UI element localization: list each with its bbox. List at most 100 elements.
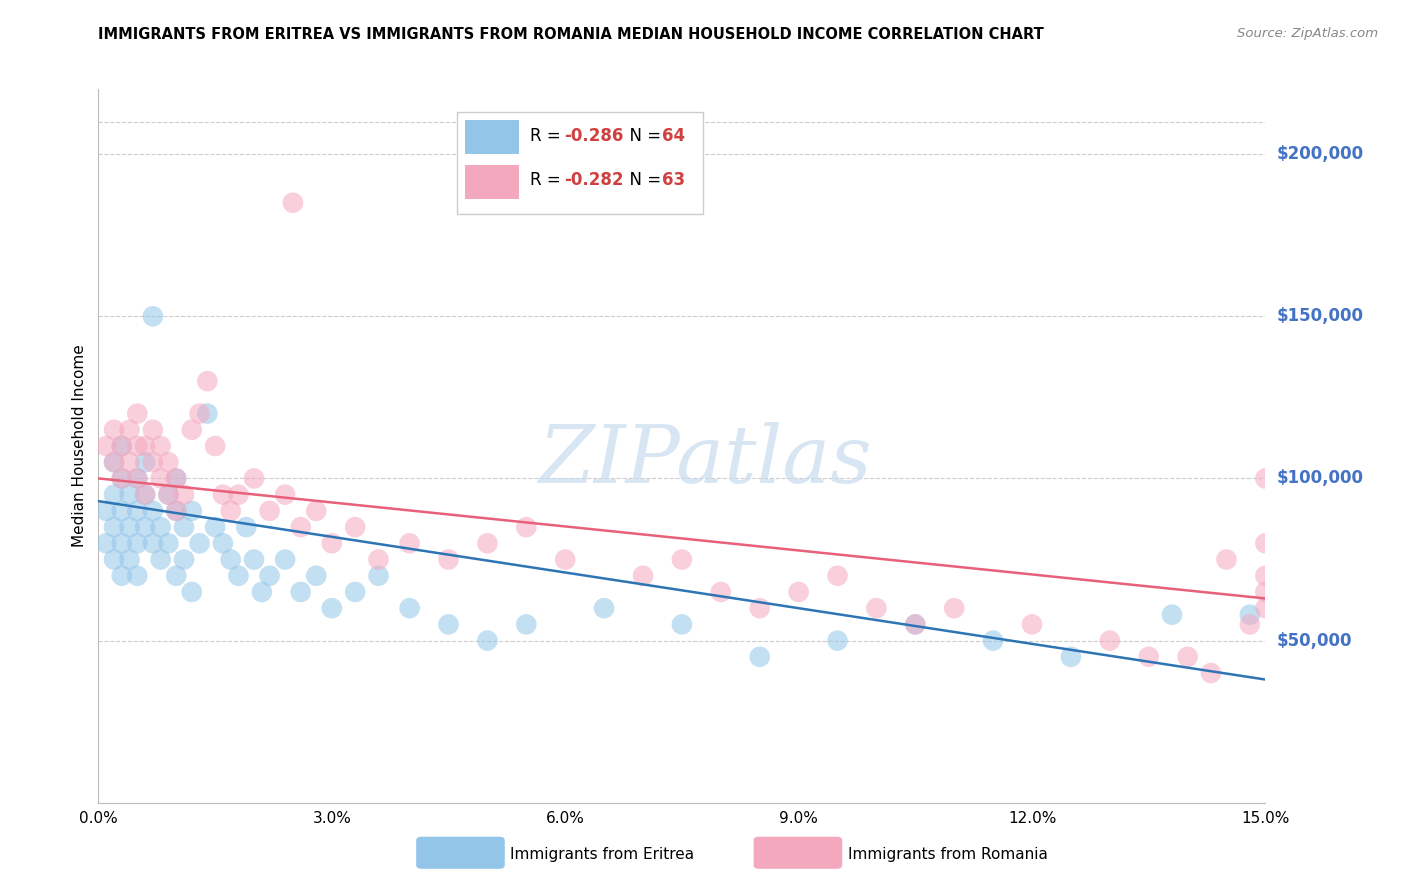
Point: [111, 471, 134, 485]
Point: [274, 552, 297, 566]
Text: $50,000: $50,000: [1277, 632, 1353, 649]
Point: [250, 585, 273, 599]
Point: [1060, 649, 1083, 664]
Point: [1254, 536, 1277, 550]
Point: [437, 552, 460, 566]
Point: [290, 585, 312, 599]
Point: [142, 536, 165, 550]
Point: [149, 520, 172, 534]
Point: [142, 423, 165, 437]
Point: [103, 552, 125, 566]
Point: [165, 471, 187, 485]
Point: [118, 423, 141, 437]
Point: [142, 310, 165, 324]
Point: [477, 633, 499, 648]
Point: [748, 601, 770, 615]
Point: [157, 488, 180, 502]
Point: [243, 471, 266, 485]
Point: [593, 601, 616, 615]
Point: [904, 617, 927, 632]
Point: [281, 195, 304, 210]
Point: [127, 504, 149, 518]
Point: [515, 520, 537, 534]
Point: [103, 455, 125, 469]
Point: [195, 407, 218, 421]
Point: [118, 455, 141, 469]
Point: [1254, 471, 1277, 485]
Point: [142, 455, 165, 469]
Point: [173, 488, 195, 502]
Point: [204, 439, 226, 453]
Point: [437, 617, 460, 632]
Point: [134, 439, 156, 453]
Point: [111, 568, 134, 582]
Point: [96, 504, 118, 518]
Point: [103, 455, 125, 469]
Point: [243, 552, 266, 566]
Point: [111, 439, 134, 453]
Point: [188, 536, 211, 550]
Point: [96, 439, 118, 453]
Point: [103, 423, 125, 437]
Point: [195, 374, 218, 388]
Point: [173, 520, 195, 534]
Point: [1254, 585, 1277, 599]
Point: [149, 471, 172, 485]
Point: [180, 423, 202, 437]
Point: [398, 536, 420, 550]
Point: [228, 568, 250, 582]
Point: [367, 568, 389, 582]
Point: [219, 504, 242, 518]
Point: [274, 488, 297, 502]
Text: IMMIGRANTS FROM ERITREA VS IMMIGRANTS FROM ROMANIA MEDIAN HOUSEHOLD INCOME CORRE: IMMIGRANTS FROM ERITREA VS IMMIGRANTS FR…: [98, 27, 1045, 42]
Text: ZIPatlas: ZIPatlas: [538, 422, 872, 499]
Point: [127, 568, 149, 582]
Point: [827, 568, 849, 582]
Point: [165, 568, 187, 582]
Point: [671, 552, 693, 566]
Text: -0.286: -0.286: [564, 127, 623, 145]
Point: [212, 536, 235, 550]
Point: [111, 504, 134, 518]
Point: [142, 504, 165, 518]
Point: [157, 488, 180, 502]
Point: [165, 504, 187, 518]
Point: [149, 439, 172, 453]
Point: [103, 520, 125, 534]
Point: [118, 520, 141, 534]
Point: [127, 536, 149, 550]
Text: N =: N =: [619, 171, 666, 189]
Point: [554, 552, 576, 566]
Point: [1254, 601, 1277, 615]
Point: [1215, 552, 1237, 566]
Text: $150,000: $150,000: [1277, 307, 1364, 326]
Point: [904, 617, 927, 632]
Point: [96, 536, 118, 550]
Point: [1021, 617, 1043, 632]
Text: 64: 64: [662, 127, 685, 145]
Point: [344, 585, 367, 599]
Text: R =: R =: [530, 171, 567, 189]
Point: [305, 504, 328, 518]
Point: [204, 520, 226, 534]
Point: [321, 601, 343, 615]
Point: [173, 552, 195, 566]
Text: Immigrants from Eritrea: Immigrants from Eritrea: [510, 847, 695, 862]
Text: Source: ZipAtlas.com: Source: ZipAtlas.com: [1237, 27, 1378, 40]
Point: [477, 536, 499, 550]
Point: [180, 504, 202, 518]
Point: [134, 455, 156, 469]
Point: [127, 439, 149, 453]
Point: [134, 488, 156, 502]
Point: [1254, 568, 1277, 582]
Point: [127, 471, 149, 485]
Point: [631, 568, 654, 582]
Text: N =: N =: [619, 127, 666, 145]
Text: $100,000: $100,000: [1277, 469, 1364, 487]
Point: [134, 520, 156, 534]
Point: [127, 471, 149, 485]
Point: [671, 617, 693, 632]
Point: [157, 455, 180, 469]
Point: [367, 552, 389, 566]
Point: [127, 407, 149, 421]
